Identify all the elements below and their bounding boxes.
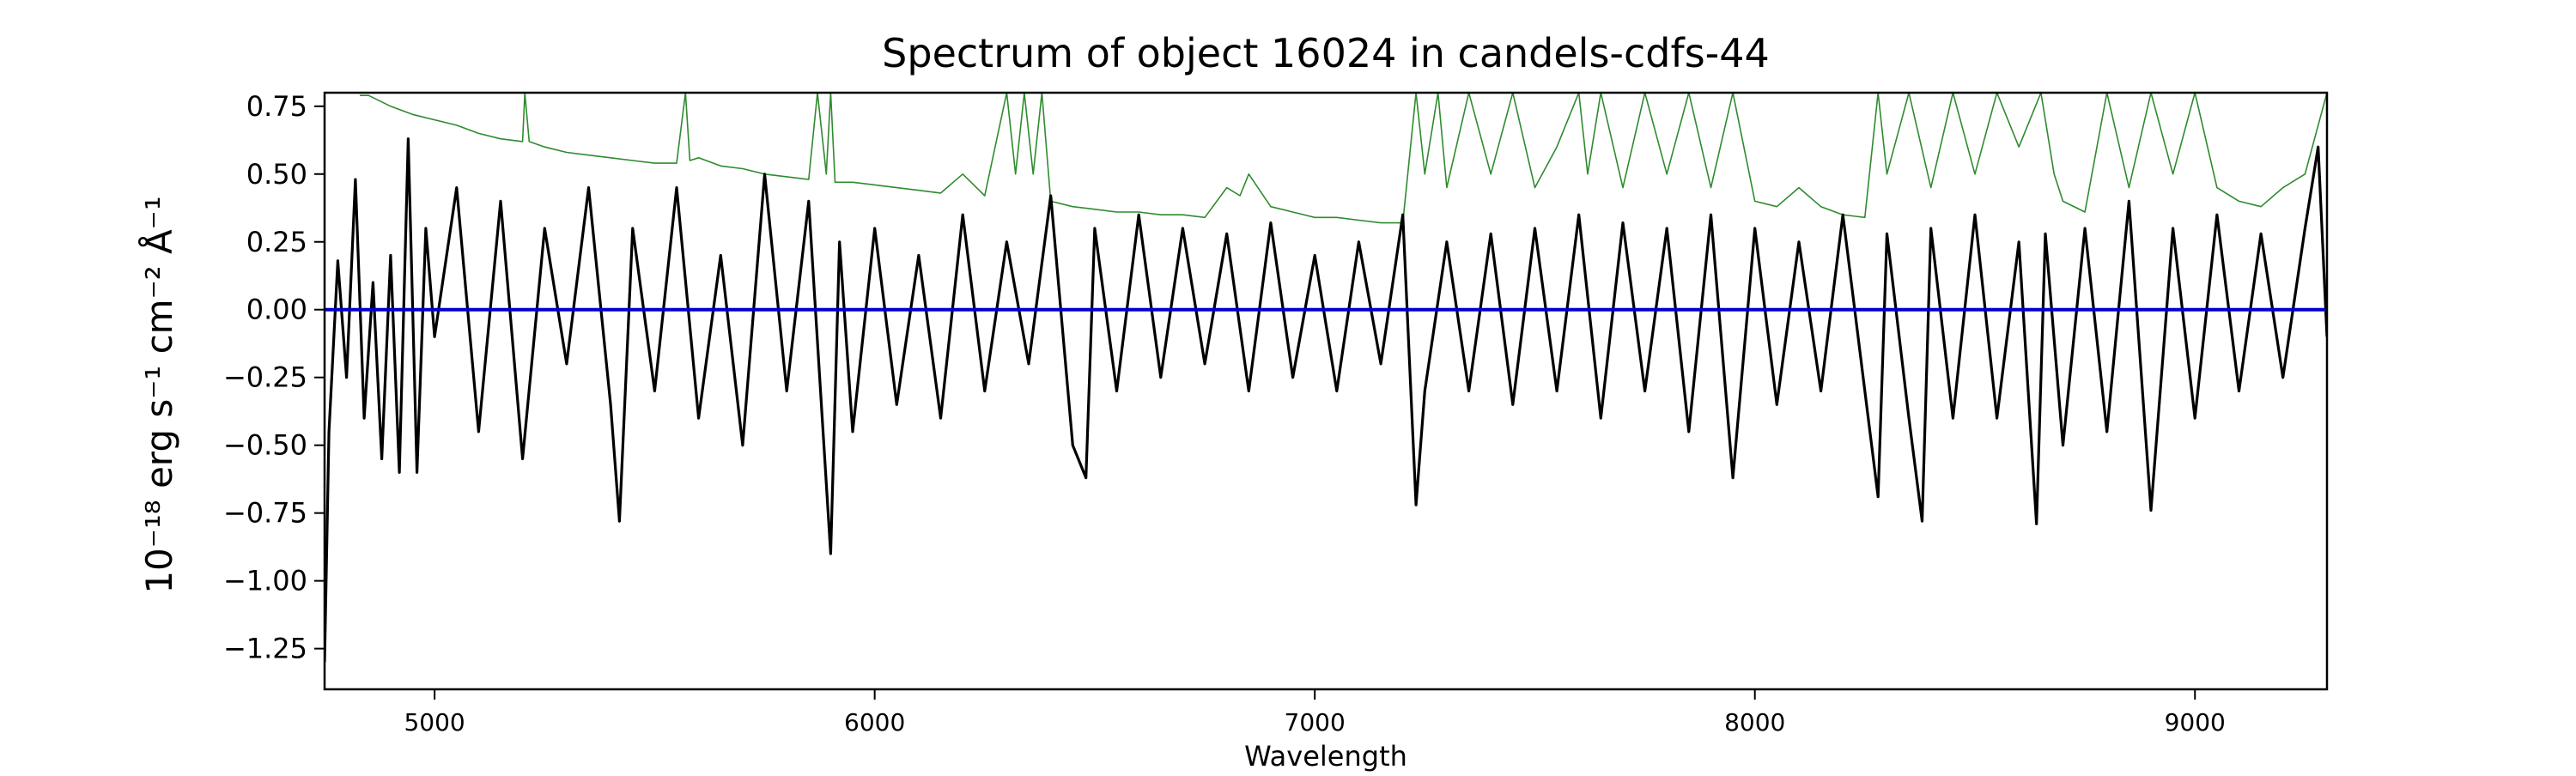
y-axis: 0.75 0.50 0.25 0.00 −0.25 −0.50 −0.75 −1.00 −1.2… [223, 90, 325, 665]
x-tick-label: 7000 [1285, 708, 1346, 737]
x-tick-label: 6000 [844, 708, 905, 737]
plot-frame [323, 91, 2329, 691]
y-tick-label: 0.75 [246, 90, 307, 123]
y-tick-label: −0.25 [223, 361, 307, 394]
x-tick-label: 5000 [404, 708, 465, 737]
y-tick-label: −1.00 [223, 565, 307, 597]
y-axis-label: 10⁻¹⁸ erg s⁻¹ cm⁻² Å⁻¹ [137, 196, 180, 593]
plot-lines [325, 93, 2327, 663]
y-tick-label: 0.50 [246, 158, 307, 191]
x-tick-label: 9000 [2165, 708, 2226, 737]
y-tick-label: −0.50 [223, 429, 307, 462]
y-tick-label: −0.75 [223, 497, 307, 530]
x-tick-label: 8000 [1724, 708, 1785, 737]
x-axis: 5000 6000 7000 8000 9000 [404, 689, 2226, 737]
series-line-sky [360, 93, 2327, 224]
y-tick-label: 0.00 [246, 294, 307, 326]
y-tick-label: 0.25 [246, 226, 307, 258]
y-tick-label: −1.25 [223, 633, 307, 665]
x-axis-label: Wavelength [1244, 740, 1407, 773]
chart-title: Spectrum of object 16024 in candels-cdfs… [882, 30, 1770, 76]
series-line-flux [325, 137, 2327, 663]
